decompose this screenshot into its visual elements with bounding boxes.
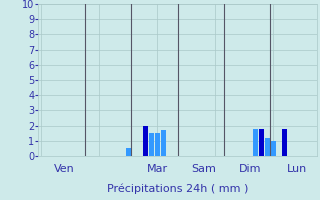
Text: Sam: Sam	[191, 164, 216, 174]
Bar	[126, 148, 131, 156]
Bar	[283, 129, 287, 156]
Bar	[253, 129, 258, 156]
Text: Mar: Mar	[147, 164, 168, 174]
Bar	[161, 130, 165, 156]
Bar	[155, 133, 160, 156]
Bar	[149, 133, 154, 156]
Text: Précipitations 24h ( mm ): Précipitations 24h ( mm )	[107, 183, 248, 194]
Text: Ven: Ven	[54, 164, 75, 174]
Bar	[143, 126, 148, 156]
Text: Dim: Dim	[239, 164, 261, 174]
Bar	[265, 138, 270, 156]
Bar	[271, 141, 276, 156]
Text: Lun: Lun	[286, 164, 307, 174]
Bar	[259, 129, 264, 156]
